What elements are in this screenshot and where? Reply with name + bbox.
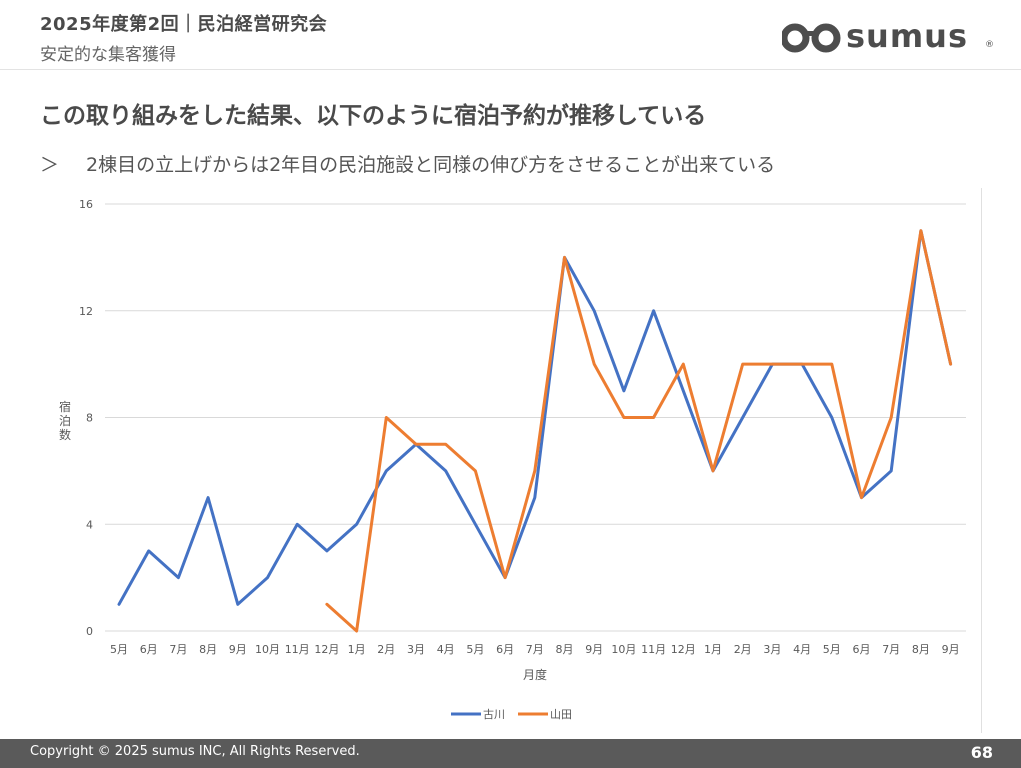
x-tick-label: 7月: [882, 643, 900, 656]
y-axis-title-char: 数: [59, 427, 71, 442]
x-tick-label: 9月: [585, 643, 603, 656]
x-tick-label: 9月: [942, 643, 960, 656]
y-tick-label: 8: [86, 412, 93, 425]
header-divider: [0, 69, 1021, 70]
x-tick-labels: 5月 6月 7月 8月 9月 10月 11月 12月 1月 2月 3月 4月 5月 6月 7月 8月 9月 10月…: [110, 643, 960, 656]
deck-title: 2025年度第2回｜民泊経営研究会: [40, 14, 328, 35]
x-tick-label: 2月: [734, 643, 752, 656]
series-line-0: [117, 229, 953, 606]
bullet-point: ＞ 2棟目の立上げからは2年目の民泊施設と同様の伸び方をさせることが出来ている: [40, 150, 775, 177]
chart-grid: [105, 203, 966, 632]
x-tick-label: 5月: [110, 643, 128, 656]
section-subtitle: 安定的な集客獲得: [40, 45, 176, 65]
x-tick-label: 12月: [671, 643, 696, 656]
x-tick-label: 6月: [140, 643, 158, 656]
x-tick-label: 7月: [526, 643, 544, 656]
line-chart: 0 4 8 12 16 5月 6月 7月 8月 9月 10月 11月 12月 1月 2月 3月 4月 5月 6月 7…: [40, 185, 982, 733]
x-tick-label: 12月: [314, 643, 339, 656]
series-line-1: [325, 229, 953, 633]
x-tick-label: 5月: [823, 643, 841, 656]
sumus-logo-icon: [782, 23, 841, 53]
y-tick-label: 0: [86, 625, 93, 638]
x-tick-label: 10月: [255, 643, 280, 656]
chart-frame-edge: [981, 188, 982, 733]
footer-bar: Copyright © 2025 sumus INC, All Rights R…: [0, 739, 1021, 768]
y-tick-labels: 0 4 8 12 16: [79, 198, 93, 638]
y-axis-title-char: 宿: [59, 399, 71, 414]
x-tick-label: 8月: [199, 643, 217, 656]
x-tick-label: 4月: [437, 643, 455, 656]
x-tick-label: 3月: [763, 643, 781, 656]
slide-headline: この取り組みをした結果、以下のように宿泊予約が推移している: [40, 103, 707, 129]
y-tick-label: 12: [79, 305, 93, 318]
logo-wordmark: sumus: [846, 17, 968, 55]
bullet-arrow: ＞: [40, 154, 60, 176]
x-tick-label: 7月: [169, 643, 187, 656]
x-tick-label: 11月: [641, 643, 666, 656]
x-tick-label: 8月: [556, 643, 574, 656]
registered-mark: ®: [985, 40, 994, 50]
y-tick-label: 16: [79, 198, 93, 211]
copyright-text: Copyright © 2025 sumus INC, All Rights R…: [30, 744, 360, 759]
x-tick-label: 4月: [793, 643, 811, 656]
legend-label-1: 山田: [550, 708, 572, 721]
y-tick-label: 4: [86, 518, 93, 531]
y-axis-title: 宿泊数: [59, 399, 71, 442]
y-axis-title-char: 泊: [59, 414, 71, 428]
x-tick-label: 1月: [348, 643, 366, 656]
page-number: 68: [970, 743, 993, 762]
legend-label-0: 古川: [483, 708, 505, 721]
series-lines: [117, 229, 953, 633]
x-tick-label: 2月: [377, 643, 395, 656]
chart-legend: 古川 山田: [451, 708, 572, 721]
bullet-text: 2棟目の立上げからは2年目の民泊施設と同様の伸び方をさせることが出来ている: [86, 154, 776, 176]
x-tick-label: 9月: [229, 643, 247, 656]
chart-svg: 0 4 8 12 16 5月 6月 7月 8月 9月 10月 11月 12月 1月 2月 3月 4月 5月 6月 7…: [59, 198, 966, 721]
x-tick-label: 10月: [611, 643, 636, 656]
x-axis-title: 月度: [523, 667, 547, 682]
x-tick-label: 1月: [704, 643, 722, 656]
x-tick-label: 6月: [496, 643, 514, 656]
x-tick-label: 6月: [853, 643, 871, 656]
x-tick-label: 8月: [912, 643, 930, 656]
x-tick-label: 5月: [466, 643, 484, 656]
x-tick-label: 3月: [407, 643, 425, 656]
x-tick-label: 11月: [285, 643, 310, 656]
